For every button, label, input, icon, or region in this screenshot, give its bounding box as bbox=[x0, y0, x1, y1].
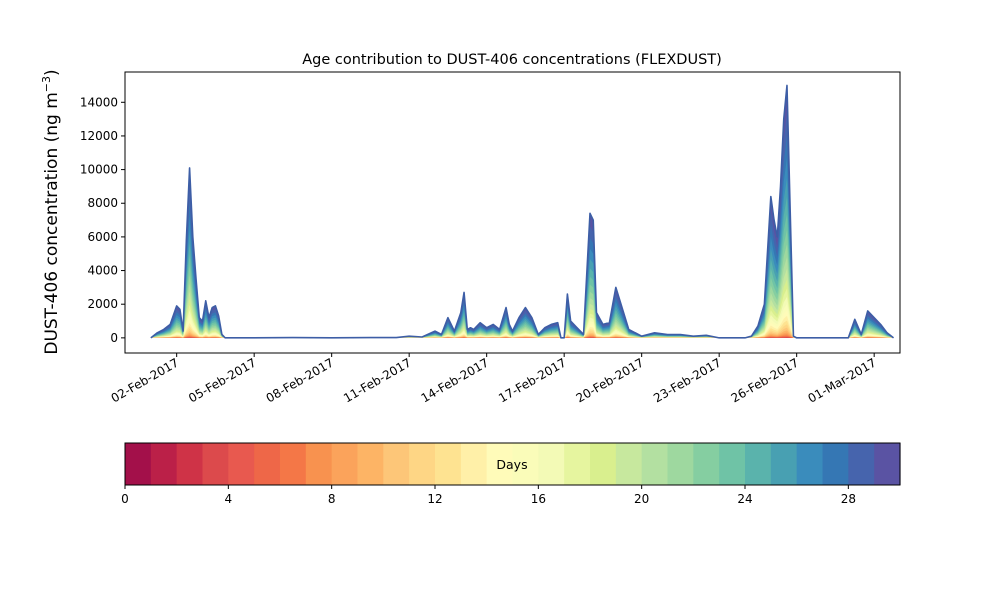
plot-area bbox=[150, 84, 895, 339]
y-tick-label: 14000 bbox=[80, 95, 118, 109]
y-tick-label: 12000 bbox=[80, 129, 118, 143]
colorbar-segment bbox=[848, 443, 875, 485]
colorbar-segment bbox=[770, 443, 798, 485]
colorbar bbox=[124, 442, 901, 486]
x-axis: 02-Feb-2017 05-Feb-2017 08-Feb-2017 11-Feb-… bbox=[109, 353, 879, 406]
colorbar-tick-label: 16 bbox=[531, 492, 546, 506]
y-tick-label: 0 bbox=[110, 331, 118, 345]
chart-title: Age contribution to DUST-406 concentrati… bbox=[302, 52, 722, 68]
y-axis-label-superscript: −3 bbox=[40, 76, 53, 92]
colorbar-segment bbox=[538, 443, 565, 485]
colorbar-segment bbox=[590, 443, 617, 485]
colorbar-segment bbox=[331, 443, 359, 485]
colorbar-tick-label: 28 bbox=[841, 492, 856, 506]
x-tick-label: 02-Feb-2017 bbox=[109, 355, 182, 405]
y-axis-label: DUST-406 concentration (ng m−3) bbox=[40, 69, 62, 354]
colorbar-tick-label: 8 bbox=[328, 492, 336, 506]
y-axis-label-end: ) bbox=[42, 69, 62, 76]
colorbar-segment bbox=[202, 443, 229, 485]
colorbar-tick-label: 12 bbox=[427, 492, 442, 506]
y-tick-label: 10000 bbox=[80, 163, 118, 177]
x-tick-label: 05-Feb-2017 bbox=[186, 355, 259, 405]
x-tick-label: 01-Mar-2017 bbox=[806, 355, 879, 405]
colorbar-segment bbox=[254, 443, 281, 485]
colorbar-segment bbox=[796, 443, 824, 485]
plot-frame bbox=[124, 71, 901, 354]
colorbar-segment bbox=[667, 443, 694, 485]
colorbar-segment bbox=[693, 443, 720, 485]
x-tick-label: 14-Feb-2017 bbox=[419, 355, 492, 405]
colorbar-segment bbox=[357, 443, 384, 485]
colorbar-segment bbox=[409, 443, 436, 485]
colorbar-segment bbox=[435, 443, 462, 485]
colorbar-segment bbox=[150, 443, 178, 485]
y-axis: 0 2000 4000 6000 8000 10000 12000 14000 bbox=[80, 95, 125, 345]
y-tick-label: 6000 bbox=[87, 230, 118, 244]
colorbar-segment bbox=[564, 443, 591, 485]
colorbar-segment bbox=[641, 443, 669, 485]
x-tick-label: 11-Feb-2017 bbox=[341, 355, 414, 405]
y-tick-label: 4000 bbox=[87, 264, 118, 278]
x-tick-label: 08-Feb-2017 bbox=[264, 355, 337, 405]
colorbar-tick-label: 0 bbox=[121, 492, 129, 506]
colorbar-label: Days bbox=[496, 457, 527, 472]
colorbar-segment bbox=[228, 443, 255, 485]
colorbar-segment bbox=[745, 443, 772, 485]
colorbar-segment bbox=[125, 443, 152, 485]
colorbar-segment bbox=[512, 443, 539, 485]
x-tick-label: 20-Feb-2017 bbox=[574, 355, 647, 405]
y-axis-label-main: DUST-406 concentration (ng m bbox=[42, 92, 62, 354]
y-tick-label: 8000 bbox=[87, 196, 118, 210]
colorbar-segment bbox=[383, 443, 410, 485]
colorbar-segment bbox=[719, 443, 746, 485]
colorbar-segment bbox=[305, 443, 333, 485]
colorbar-tick-label: 24 bbox=[737, 492, 752, 506]
x-tick-label: 26-Feb-2017 bbox=[729, 355, 802, 405]
y-tick-label: 2000 bbox=[87, 297, 118, 311]
colorbar-segment bbox=[874, 443, 901, 485]
colorbar-ticks: 0 4 8 12 16 20 24 28 bbox=[121, 485, 856, 506]
colorbar-segment bbox=[486, 443, 514, 485]
colorbar-segment bbox=[280, 443, 307, 485]
colorbar-segment bbox=[822, 443, 849, 485]
x-tick-label: 23-Feb-2017 bbox=[651, 355, 724, 405]
colorbar-tick-label: 4 bbox=[225, 492, 233, 506]
colorbar-frame bbox=[124, 442, 901, 486]
colorbar-segment bbox=[176, 443, 204, 485]
colorbar-tick-label: 20 bbox=[634, 492, 649, 506]
total-concentration-line bbox=[150, 84, 895, 339]
colorbar-segment bbox=[460, 443, 488, 485]
colorbar-segment bbox=[615, 443, 643, 485]
x-tick-label: 17-Feb-2017 bbox=[496, 355, 569, 405]
